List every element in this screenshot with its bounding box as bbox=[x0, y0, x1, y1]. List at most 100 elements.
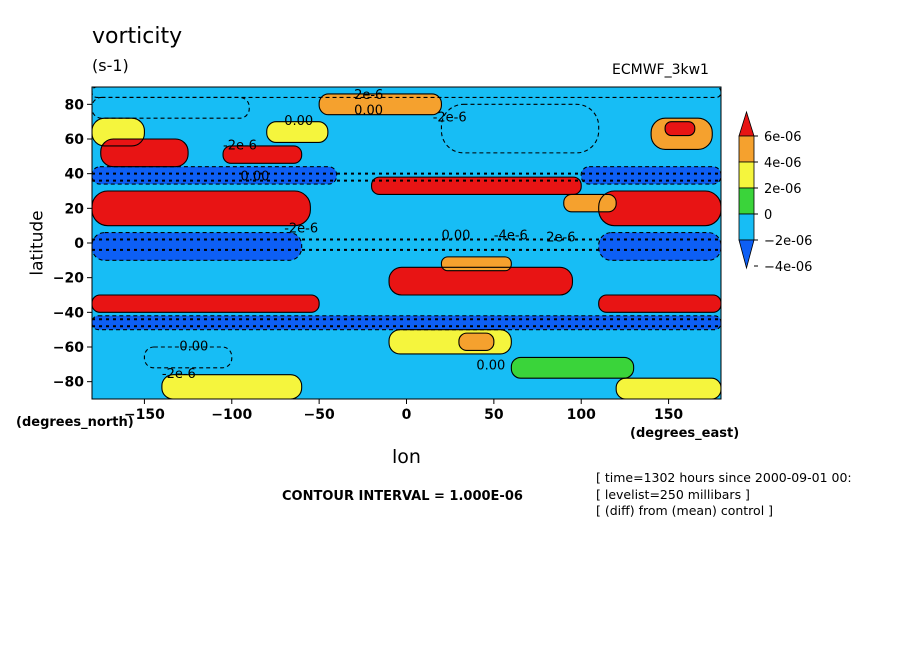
colorbar-label: 0 bbox=[764, 208, 772, 223]
contour-label: 0.00 bbox=[354, 104, 383, 119]
heatmap-band bbox=[161, 374, 302, 399]
y-tick-label: −80 bbox=[53, 375, 84, 391]
contour-label: -2e-6 bbox=[162, 367, 196, 382]
contour-label: 0.00 bbox=[179, 339, 208, 354]
x-tick-label: 0 bbox=[402, 407, 412, 423]
chart-units: (s-1) bbox=[92, 56, 129, 75]
heatmap-band bbox=[92, 232, 302, 261]
contour-line bbox=[388, 266, 574, 296]
x-tick-label: −150 bbox=[124, 407, 165, 423]
contour-line bbox=[371, 176, 582, 196]
contour-label: 2e-6 bbox=[354, 88, 383, 103]
x-axis-units: (degrees_east) bbox=[630, 426, 740, 441]
contour-label: 0.00 bbox=[241, 170, 270, 185]
heatmap-band bbox=[92, 315, 721, 330]
colorbar-label: 2e-06 bbox=[764, 182, 802, 197]
y-tick-label: 20 bbox=[65, 201, 85, 217]
meta-diff: [ (diff) from (mean) control ] bbox=[596, 503, 774, 518]
y-tick-label: 0 bbox=[74, 236, 84, 252]
contour-line bbox=[161, 374, 303, 399]
contour-lines: 2e-60.00 -2e-60.00-2e-60.00-2e-6 0.00 -4e-6… bbox=[92, 87, 721, 399]
heatmap-band bbox=[100, 139, 189, 167]
contour-line bbox=[266, 121, 329, 144]
colorbar-label: 4e-06 bbox=[764, 156, 802, 171]
contour-label: -4e-6 bbox=[494, 229, 528, 244]
heatmap-band bbox=[665, 121, 695, 136]
y-tick-label: 40 bbox=[65, 167, 85, 183]
y-axis-ticks: −80 −60 −40 −20 0 20 40 60 80 bbox=[53, 97, 92, 391]
heatmap-band bbox=[144, 347, 232, 368]
contour-line bbox=[92, 96, 250, 119]
colorbar-segment bbox=[738, 213, 755, 241]
y-axis-label: latitude bbox=[27, 210, 48, 276]
contour-line bbox=[598, 190, 721, 227]
heatmap-band bbox=[458, 333, 494, 351]
contour-line bbox=[318, 93, 442, 116]
contour-line bbox=[92, 232, 303, 261]
colorbar-segment bbox=[738, 187, 755, 215]
colorbar-label: −4e-06 bbox=[764, 260, 812, 275]
contour-label: -2e-6 bbox=[223, 138, 257, 153]
contour-line bbox=[580, 166, 721, 185]
y-tick-label: −40 bbox=[53, 305, 84, 321]
colorbar-segment bbox=[738, 135, 755, 163]
heatmap-band bbox=[92, 191, 311, 226]
heatmap-band bbox=[223, 145, 302, 164]
contour-interval-text: CONTOUR INTERVAL = 1.000E-06 bbox=[282, 489, 523, 504]
colorbar-label: −2e-06 bbox=[764, 234, 812, 249]
meta-levelist: [ levelist=250 millibars ] bbox=[596, 487, 750, 502]
chart-title: vorticity bbox=[92, 24, 183, 49]
heatmap-band bbox=[92, 295, 320, 313]
heatmap-band bbox=[616, 378, 721, 399]
heatmap-band bbox=[598, 191, 721, 226]
contour-line bbox=[143, 346, 233, 369]
contour-line bbox=[92, 190, 311, 227]
heatmap-band bbox=[92, 87, 721, 98]
contour-line bbox=[664, 121, 696, 137]
x-tick-label: 150 bbox=[654, 407, 683, 423]
contour-line bbox=[92, 294, 320, 313]
y-tick-label: 80 bbox=[65, 97, 85, 113]
contour-label: 0.00 bbox=[441, 229, 470, 244]
heatmap-band bbox=[266, 121, 328, 143]
contour-line bbox=[458, 332, 495, 352]
colorbar-cap-top bbox=[738, 110, 755, 137]
heatmap-band bbox=[563, 194, 617, 212]
meta-time: [ time=1302 hours since 2000-09-01 00: bbox=[596, 470, 852, 485]
colorbar-cap-bottom bbox=[738, 239, 755, 270]
contour-label: 0.00 bbox=[284, 114, 313, 129]
contour-label: 2e-6 bbox=[546, 230, 575, 245]
contour-line bbox=[388, 329, 512, 355]
colorbar-label: 6e-06 bbox=[764, 130, 802, 145]
y-tick-label: −60 bbox=[53, 340, 84, 356]
contour-line bbox=[615, 377, 721, 399]
contour-line bbox=[92, 166, 338, 185]
contour-label: 0.00 bbox=[476, 359, 505, 374]
x-tick-label: 100 bbox=[567, 407, 596, 423]
contour-line bbox=[650, 117, 713, 150]
x-axis-label: lon bbox=[392, 446, 421, 468]
heatmap-band bbox=[598, 232, 721, 261]
dataset-label: ECMWF_3kw1 bbox=[612, 62, 709, 78]
heatmap-band bbox=[441, 256, 512, 271]
x-axis-ticks: −150 −100 −50 0 50 100 150 bbox=[124, 399, 683, 423]
contour-line bbox=[598, 294, 721, 313]
heatmap-band bbox=[581, 166, 721, 185]
heatmap-band bbox=[92, 97, 250, 119]
y-tick-label: 60 bbox=[65, 132, 85, 148]
contour-label: -2e-6 bbox=[433, 111, 467, 126]
contour-line bbox=[563, 193, 617, 213]
contour-line bbox=[440, 256, 512, 272]
colorbar-segment bbox=[738, 161, 755, 189]
contour-line bbox=[222, 145, 303, 164]
y-tick-label: −20 bbox=[53, 271, 84, 287]
contour-line bbox=[510, 356, 635, 379]
heatmap-band bbox=[389, 267, 573, 295]
heatmap-band bbox=[511, 357, 634, 379]
contour-line bbox=[440, 103, 600, 154]
heatmap-band bbox=[319, 93, 442, 115]
y-axis-units: (degrees_north) bbox=[16, 415, 134, 430]
x-tick-label: −100 bbox=[211, 407, 252, 423]
contour-line bbox=[92, 117, 145, 147]
